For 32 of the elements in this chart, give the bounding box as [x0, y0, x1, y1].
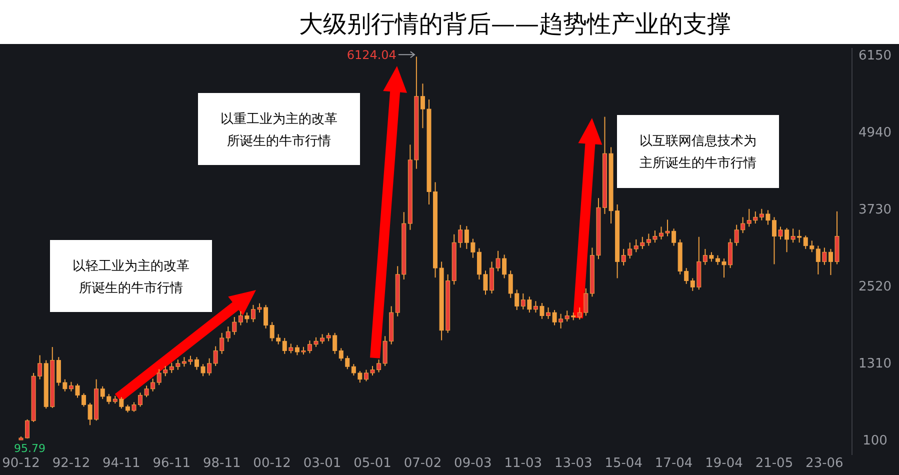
chart-title: 大级别行情的背后——趋势性产业的支撑: [299, 10, 731, 38]
x-tick-label: 09-03: [454, 456, 492, 471]
x-tick-label: 21-05: [755, 456, 794, 471]
y-tick-label: 3730: [858, 202, 892, 218]
x-tick-label: 11-03: [504, 456, 542, 471]
annotation: 以重工业为主的改革所诞生的牛市行情: [220, 111, 338, 149]
callout-box: 以互联网信息技术为主所诞生的牛市行情: [617, 115, 779, 188]
y-tick-label: 6150: [858, 48, 892, 64]
x-tick-label: 00-12: [253, 456, 291, 471]
x-tick-label: 17-04: [654, 456, 693, 471]
x-tick-label: 96-11: [152, 456, 191, 471]
x-tick-label: 92-12: [52, 456, 90, 471]
x-tick-label: 98-11: [202, 456, 241, 471]
y-tick-label: 4940: [858, 125, 892, 140]
x-tick-label: 07-02: [404, 456, 442, 471]
x-tick-label: 19-04: [705, 456, 743, 471]
callout-box: 以重工业为主的改革所诞生的牛市行情: [198, 93, 360, 165]
x-tick-label: 23-06: [806, 456, 844, 471]
x-tick-label: 15-04: [604, 456, 642, 471]
x-tick-label: 03-01: [303, 456, 342, 471]
y-tick-label: 2520: [858, 279, 892, 294]
annotation: 以轻工业为主的改革所诞生的牛市行情: [72, 258, 190, 296]
x-tick-label: 94-11: [102, 456, 140, 471]
annotation: 以互联网信息技术为主所诞生的牛市行情: [640, 134, 756, 171]
x-tick-label: 13-03: [554, 456, 592, 471]
x-tick-label: 90-12: [2, 456, 40, 471]
callout-box: 以轻工业为主的改革所诞生的牛市行情: [50, 240, 212, 312]
annotation: 95.79: [14, 442, 46, 455]
x-tick-label: 05-01: [354, 456, 392, 471]
y-tick-label: 100: [862, 433, 888, 448]
y-tick-label: 1310: [858, 356, 892, 372]
annotation: 6124.04: [346, 48, 396, 62]
